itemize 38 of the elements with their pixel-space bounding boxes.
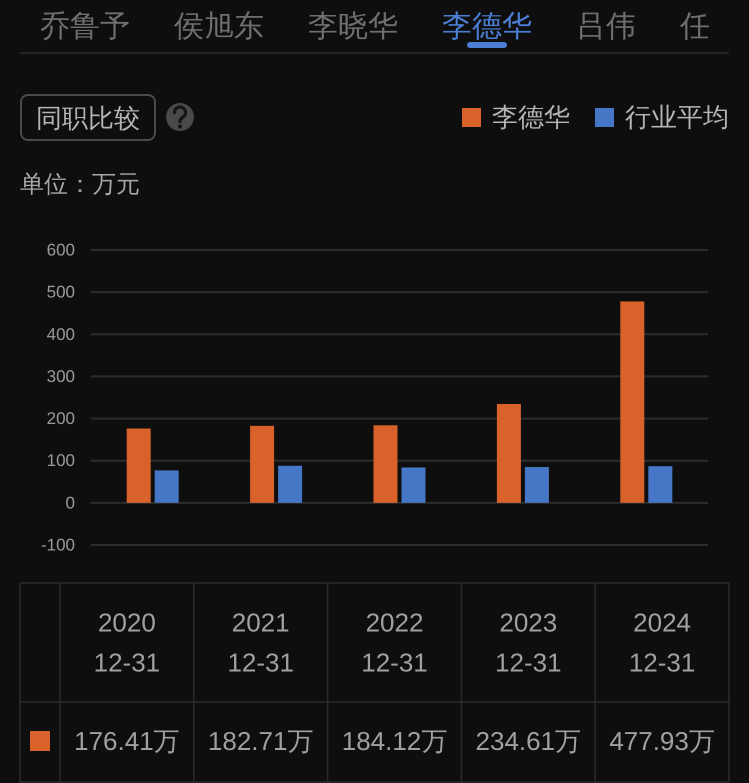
bar	[154, 470, 179, 503]
y-tick-label: 300	[46, 366, 75, 386]
bar	[278, 466, 302, 503]
y-tick-label: 100	[46, 451, 75, 470]
x-tick-label: 2024 12-31	[628, 608, 696, 678]
bar	[374, 425, 398, 503]
legend-label: 行业平均	[625, 102, 729, 132]
tab-label: 李晓华	[308, 10, 398, 43]
data-label: 234.61万	[476, 726, 582, 756]
tab-label: 侯旭东	[174, 10, 264, 43]
bar	[402, 467, 426, 503]
y-tick-label: 0	[66, 493, 75, 512]
y-tick-label: 400	[46, 324, 75, 344]
bar	[524, 467, 549, 503]
data-label: 477.93万	[609, 726, 715, 756]
data-label: 182.71万	[208, 726, 314, 756]
data-label: 184.12万	[342, 726, 448, 756]
bar	[496, 404, 521, 503]
x-tick-label: 2020 12-31	[94, 608, 160, 678]
y-tick-label: 200	[46, 409, 75, 428]
x-tick-label: 2023 12-31	[495, 608, 562, 678]
chart-subtitle: 单位：万元	[20, 171, 140, 198]
tab-label: 任	[680, 10, 710, 43]
bar	[648, 466, 672, 503]
tab-label: 乔鲁予	[40, 10, 130, 43]
data-label: 176.41万	[74, 726, 180, 756]
button-label: 同职比较	[36, 103, 140, 133]
tab-label: 李德华	[442, 10, 532, 43]
x-tick-label: 2021 12-31	[227, 608, 294, 678]
y-tick-label: 600	[46, 240, 75, 260]
bar	[250, 426, 274, 503]
y-tick-label: -100	[40, 536, 75, 554]
tab-label: 吕伟	[576, 10, 636, 43]
bar	[620, 301, 644, 503]
bar	[126, 428, 151, 503]
x-tick-label: 2022 12-31	[361, 608, 428, 678]
legend-label: 李德华	[492, 102, 570, 132]
y-tick-label: 500	[46, 282, 75, 302]
